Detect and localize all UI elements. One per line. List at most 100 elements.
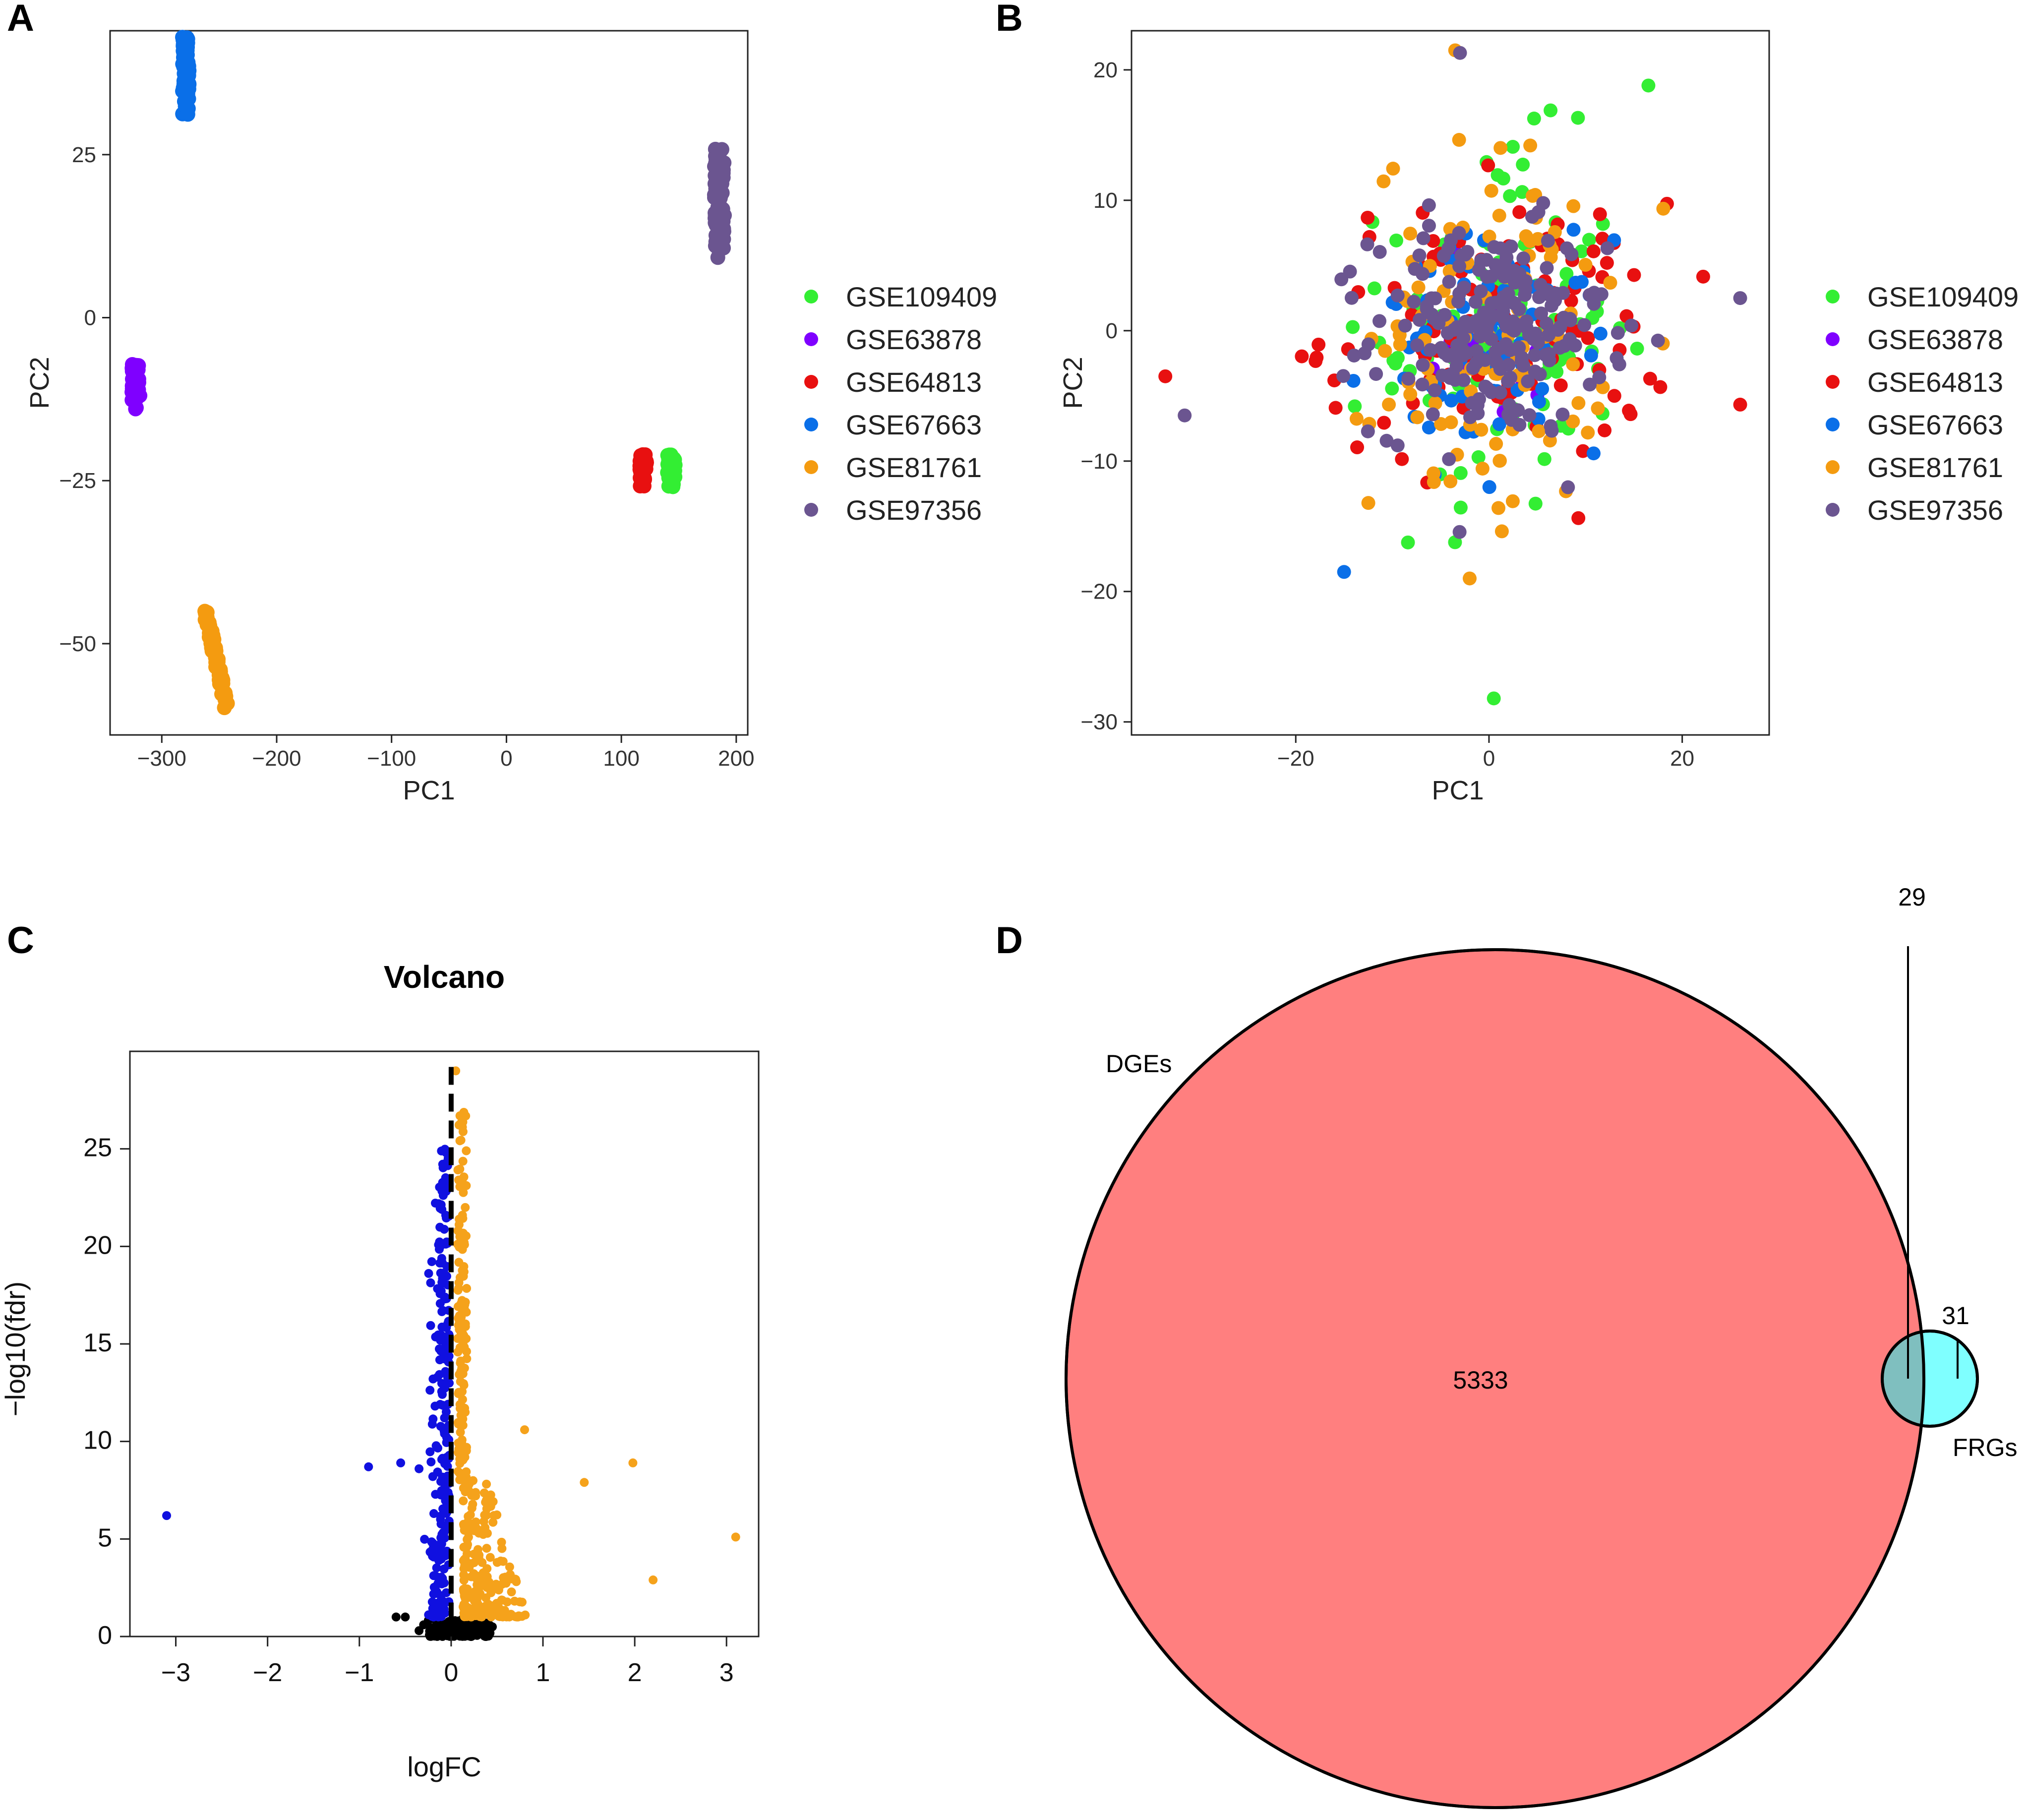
point-down (364, 1462, 373, 1471)
venn-dges-only-count: 5333 (1453, 1366, 1508, 1394)
point-gse97356 (1496, 298, 1510, 312)
point-gse97356 (1455, 348, 1470, 363)
point-gse81761 (1523, 138, 1538, 153)
point-gse109409 (1582, 233, 1596, 247)
point-down (440, 1413, 449, 1423)
point-gse97356 (1336, 369, 1351, 383)
x-tick-label: 0 (1483, 746, 1495, 771)
legend-swatch-gse67663 (804, 418, 818, 431)
point-gse97356 (1512, 418, 1527, 432)
point-gse64813 (1607, 389, 1621, 403)
scatter-points-b (1158, 43, 1747, 706)
legend-label-gse97356: GSE97356 (1867, 494, 2003, 526)
point-up (461, 1231, 471, 1241)
point-gse109409 (1559, 267, 1574, 281)
point-up (453, 1239, 462, 1249)
point-down (436, 1490, 446, 1500)
point-gse64813 (1295, 349, 1309, 364)
point-gse97356 (1610, 326, 1625, 340)
point-gse97356 (1487, 240, 1501, 254)
point-gse81761 (1403, 387, 1418, 402)
point-gse81761 (1427, 466, 1441, 481)
point-ns (401, 1612, 410, 1622)
point-gse97356 (1415, 377, 1430, 392)
x-tick-label: −2 (253, 1658, 282, 1687)
point-down (441, 1524, 450, 1534)
y-tick-label: 0 (1106, 319, 1118, 343)
venn-intersection-count: 29 (1898, 883, 1926, 911)
y-tick-label: −10 (1080, 449, 1118, 474)
point-down (441, 1509, 451, 1518)
point-up (497, 1579, 507, 1589)
point-gse64813 (1553, 378, 1568, 393)
point-gse97356 (1450, 320, 1464, 334)
point-gse97356 (1518, 288, 1532, 302)
point-up (505, 1570, 515, 1579)
legend-label-gse63878: GSE63878 (1867, 324, 2003, 355)
point-gse109409 (1453, 500, 1468, 515)
point-up (459, 1576, 469, 1585)
point-up (461, 1607, 471, 1617)
y-tick-label: −25 (59, 469, 96, 493)
point-down (443, 1488, 453, 1497)
point-gse64813 (1158, 369, 1173, 383)
x-axis-title-b: PC1 (1432, 776, 1484, 805)
point-up (469, 1569, 478, 1578)
point-gse81761 (1428, 396, 1442, 410)
point-down (429, 1549, 439, 1558)
point-down (420, 1534, 429, 1544)
point-up (520, 1425, 529, 1435)
point-gse81761 (1475, 461, 1490, 476)
point-gse81761 (1591, 401, 1605, 416)
point-gse97356 (1454, 248, 1468, 262)
point-up (457, 1364, 467, 1373)
point-gse63878 (130, 361, 145, 376)
point-gse97356 (1358, 346, 1372, 361)
point-gse109409 (665, 479, 680, 494)
point-up (480, 1511, 489, 1520)
point-ns (391, 1612, 401, 1622)
point-ns (445, 1631, 455, 1640)
point-gse64813 (1627, 268, 1641, 282)
point-up (487, 1608, 496, 1618)
point-up (517, 1597, 527, 1607)
point-up (492, 1558, 502, 1567)
point-gse81761 (1410, 410, 1425, 425)
y-tick-label: 5 (98, 1523, 112, 1552)
point-gse97356 (1412, 313, 1427, 327)
point-gse64813 (1586, 244, 1601, 258)
point-gse64813 (634, 452, 649, 468)
point-gse109409 (1537, 452, 1551, 466)
point-up (497, 1595, 507, 1605)
venn-intersection-region (1882, 1332, 1924, 1426)
point-gse67663 (1586, 446, 1601, 461)
point-gse97356 (1429, 313, 1443, 327)
point-ns (458, 1631, 467, 1640)
point-up (458, 1395, 467, 1404)
legend-swatch-gse109409 (804, 290, 818, 303)
point-up (463, 1535, 472, 1544)
point-down (415, 1464, 424, 1473)
point-down (426, 1278, 435, 1287)
point-down (439, 1427, 449, 1436)
legend-label-gse67663: GSE67663 (846, 409, 982, 440)
point-up (458, 1318, 467, 1328)
point-up (462, 1181, 471, 1190)
y-tick-label: 0 (98, 1621, 112, 1650)
x-axis-c: −3 −2 −1 0 1 2 3 (161, 1637, 734, 1687)
point-gse81761 (208, 659, 224, 674)
point-gse97356 (1480, 381, 1494, 395)
point-gse81761 (1492, 454, 1507, 468)
point-down (426, 1457, 436, 1466)
x-axis-b: −20 0 20 (1277, 735, 1694, 771)
x-tick-label: 200 (718, 746, 754, 771)
point-gse97356 (715, 229, 730, 244)
point-gse97356 (1592, 370, 1607, 384)
point-gse109409 (1527, 112, 1541, 126)
legend-label-gse63878: GSE63878 (846, 324, 982, 355)
point-gse109409 (1401, 535, 1415, 549)
point-gse81761 (1443, 474, 1458, 488)
point-down (425, 1386, 435, 1395)
point-gse81761 (1566, 357, 1580, 371)
point-gse81761 (1492, 208, 1506, 223)
